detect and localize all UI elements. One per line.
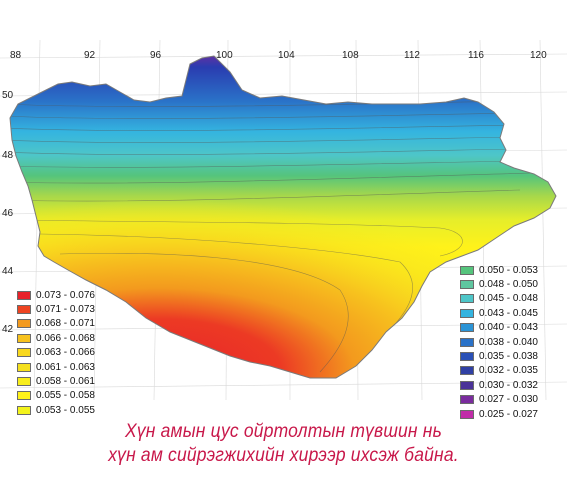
legend-item: 0.058 - 0.061 <box>17 374 95 388</box>
legend-swatch <box>17 391 31 401</box>
legend-swatch <box>460 294 474 304</box>
legend-swatch <box>460 308 474 318</box>
legend-swatch <box>460 409 474 419</box>
lat-tick-label: 44 <box>2 266 14 277</box>
legend-item: 0.050 - 0.053 <box>460 263 538 277</box>
legend-label: 0.063 - 0.066 <box>36 347 95 359</box>
legend-label: 0.058 - 0.061 <box>36 376 95 388</box>
lon-tick-label: 96 <box>150 50 162 61</box>
legend-label: 0.043 - 0.045 <box>479 307 538 319</box>
legend-item: 0.066 - 0.068 <box>17 331 95 345</box>
legend-label: 0.071 - 0.073 <box>36 304 95 316</box>
legend-left: 0.073 - 0.076 0.071 - 0.073 0.068 - 0.07… <box>17 288 95 418</box>
legend-swatch <box>460 352 474 362</box>
lon-tick-label: 108 <box>342 50 359 61</box>
legend-item: 0.040 - 0.043 <box>460 321 538 335</box>
legend-swatch <box>17 348 31 358</box>
legend-swatch <box>17 305 31 315</box>
legend-item: 0.053 - 0.055 <box>17 403 95 417</box>
legend-item: 0.068 - 0.071 <box>17 317 95 331</box>
lat-tick-label: 46 <box>2 208 14 219</box>
legend-swatch <box>17 377 31 387</box>
map-caption: Хүн амын цус ойртолтын түвшин нь хүн ам … <box>0 420 567 468</box>
legend-swatch <box>460 265 474 275</box>
latitude-ticks: 50 48 46 44 42 <box>2 90 14 335</box>
legend-label: 0.053 - 0.055 <box>36 404 95 416</box>
mongolia-inbreeding-map: 88 92 96 100 104 108 112 116 120 50 48 4… <box>0 39 567 421</box>
lon-tick-label: 92 <box>84 50 96 61</box>
legend-item: 0.073 - 0.076 <box>17 288 95 302</box>
legend-label: 0.035 - 0.038 <box>479 351 538 363</box>
legend-item: 0.038 - 0.040 <box>460 335 538 349</box>
legend-label: 0.066 - 0.068 <box>36 332 95 344</box>
legend-label: 0.032 - 0.035 <box>479 365 538 377</box>
legend-item: 0.048 - 0.050 <box>460 277 538 291</box>
lon-tick-label: 100 <box>216 50 233 61</box>
legend-swatch <box>460 395 474 405</box>
legend-label: 0.050 - 0.053 <box>479 264 538 276</box>
legend-item: 0.043 - 0.045 <box>460 306 538 320</box>
legend-label: 0.068 - 0.071 <box>36 318 95 330</box>
legend-swatch <box>460 366 474 376</box>
legend-swatch <box>460 380 474 390</box>
lon-tick-label: 116 <box>468 50 484 61</box>
legend-item: 0.035 - 0.038 <box>460 349 538 363</box>
legend-swatch <box>460 280 474 290</box>
legend-label: 0.038 - 0.040 <box>479 336 538 348</box>
lon-tick-label: 120 <box>530 50 547 61</box>
legend-label: 0.048 - 0.050 <box>479 279 538 291</box>
legend-label: 0.025 - 0.027 <box>479 408 538 420</box>
lon-tick-label: 104 <box>278 50 295 61</box>
legend-label: 0.045 - 0.048 <box>479 293 538 305</box>
legend-swatch <box>460 337 474 347</box>
legend-label: 0.055 - 0.058 <box>36 390 95 402</box>
legend-item: 0.030 - 0.032 <box>460 378 538 392</box>
lon-tick-label: 112 <box>404 50 420 61</box>
lat-tick-label: 50 <box>2 90 14 101</box>
legend-item: 0.061 - 0.063 <box>17 360 95 374</box>
caption-line-2: хүн ам сийрэгжихийн хирээр ихсэж байна. <box>108 445 459 466</box>
legend-swatch <box>460 323 474 333</box>
caption-line-1: Хүн амын цус ойртолтын түвшин нь <box>125 421 442 442</box>
legend-swatch <box>17 362 31 372</box>
legend-label: 0.027 - 0.030 <box>479 394 538 406</box>
legend-right: 0.050 - 0.053 0.048 - 0.050 0.045 - 0.04… <box>460 263 538 421</box>
longitude-ticks: 88 92 96 100 104 108 112 116 120 <box>10 50 547 61</box>
legend-swatch <box>17 319 31 329</box>
legend-label: 0.061 - 0.063 <box>36 361 95 373</box>
legend-swatch <box>17 405 31 415</box>
lat-tick-label: 48 <box>2 150 14 161</box>
legend-item: 0.063 - 0.066 <box>17 346 95 360</box>
legend-item: 0.025 - 0.027 <box>460 407 538 421</box>
legend-item: 0.032 - 0.035 <box>460 364 538 378</box>
legend-item: 0.055 - 0.058 <box>17 389 95 403</box>
legend-item: 0.027 - 0.030 <box>460 393 538 407</box>
lat-tick-label: 42 <box>2 324 14 335</box>
legend-label: 0.030 - 0.032 <box>479 379 538 391</box>
legend-item: 0.045 - 0.048 <box>460 292 538 306</box>
legend-swatch <box>17 333 31 343</box>
lon-tick-label: 88 <box>10 50 22 61</box>
legend-label: 0.040 - 0.043 <box>479 322 538 334</box>
legend-swatch <box>17 290 31 300</box>
legend-label: 0.073 - 0.076 <box>36 289 95 301</box>
legend-item: 0.071 - 0.073 <box>17 302 95 316</box>
